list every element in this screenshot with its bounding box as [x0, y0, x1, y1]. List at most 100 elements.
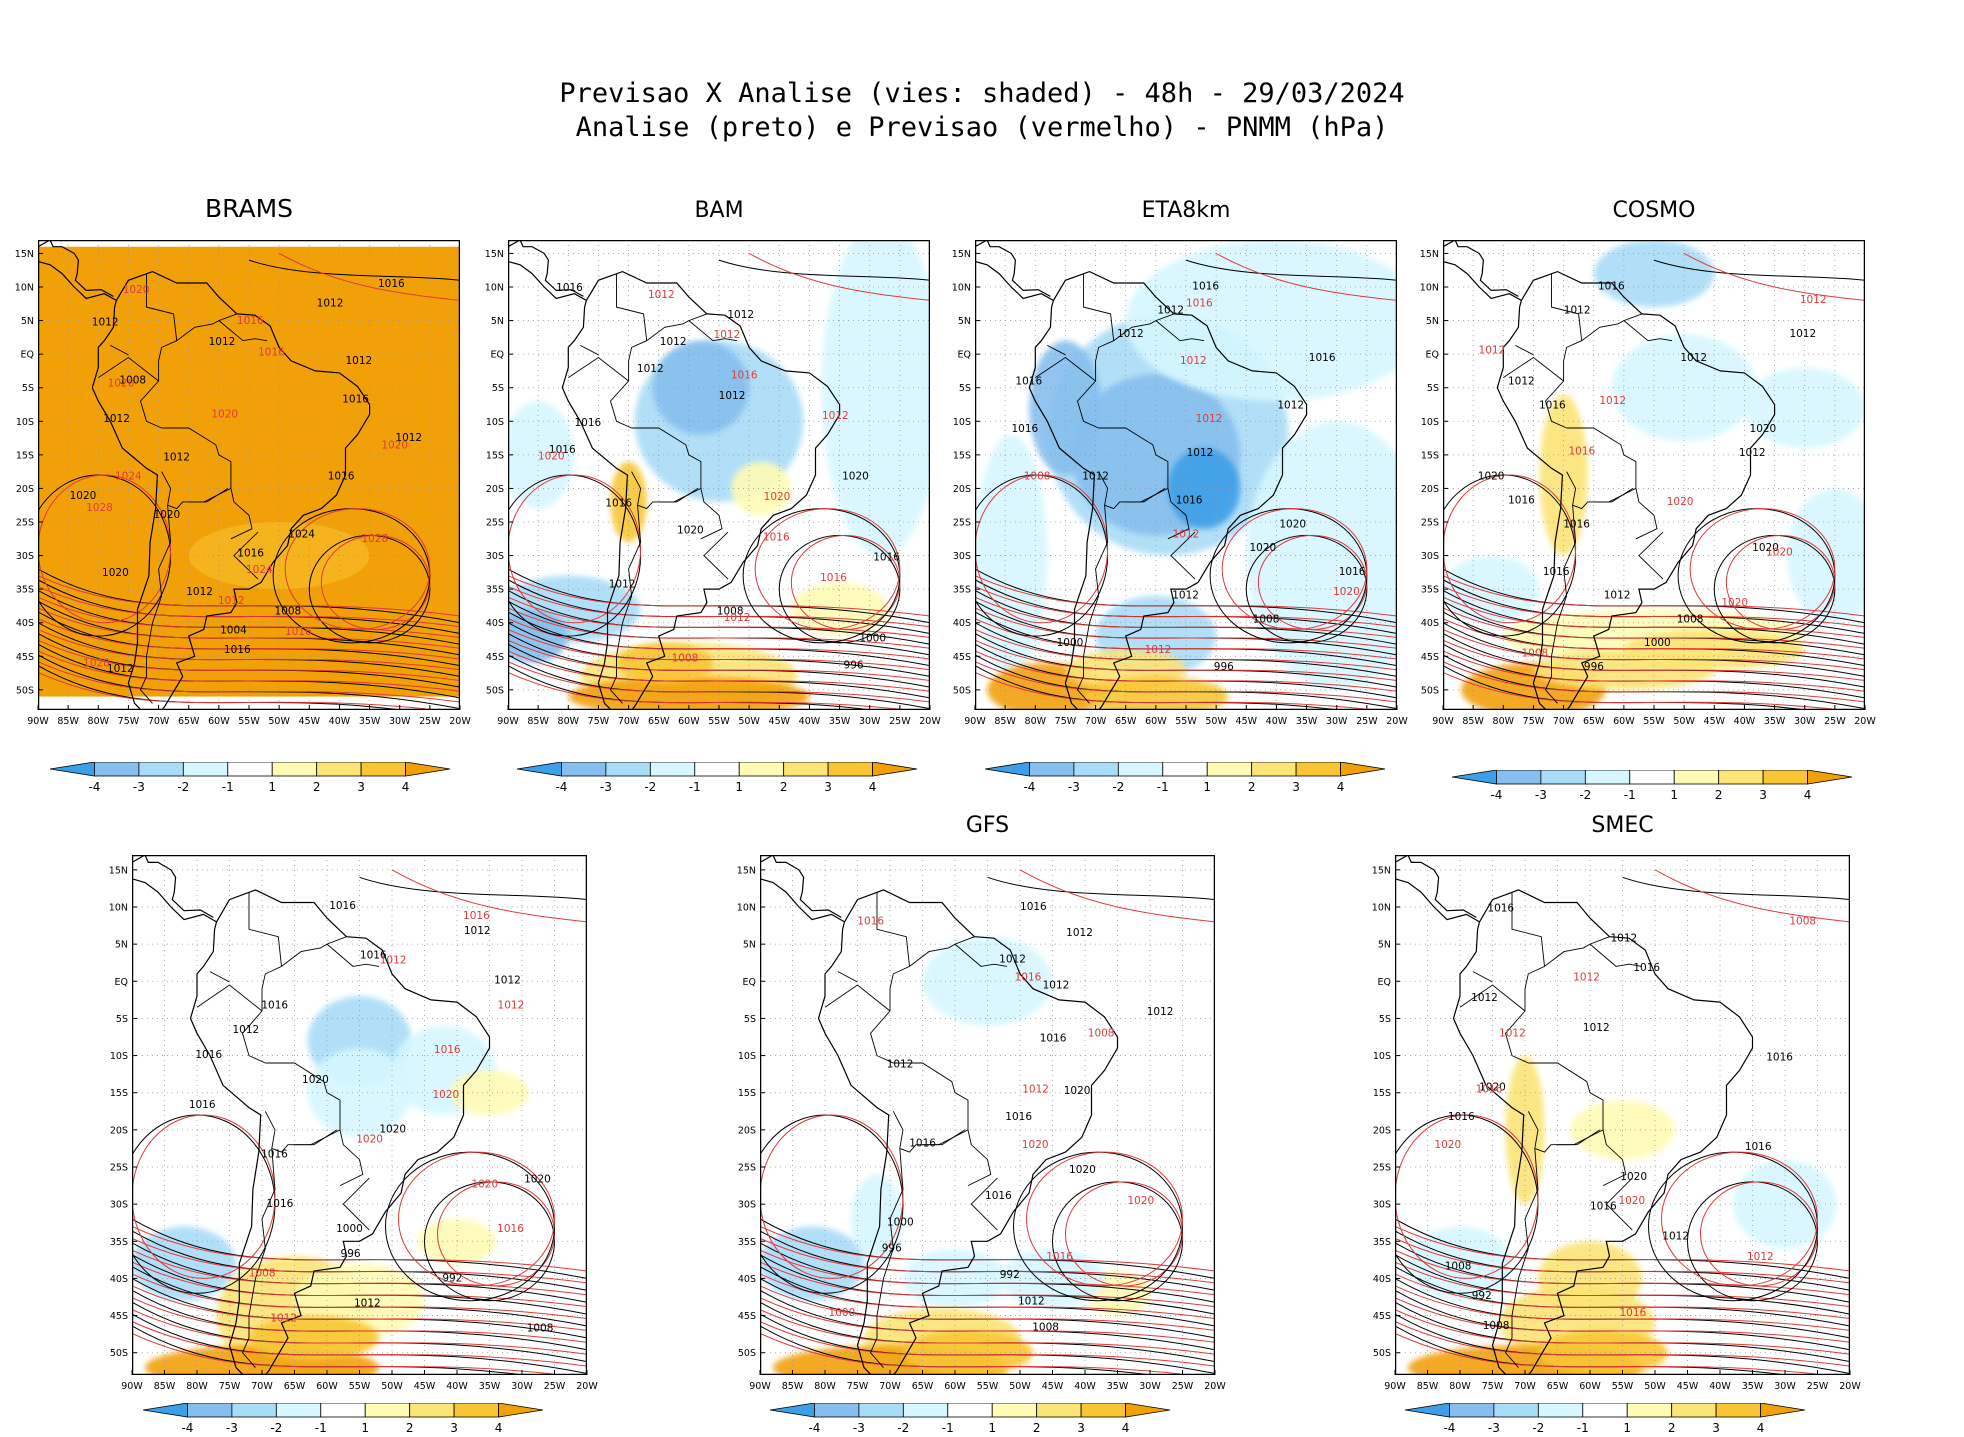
lon-tick-label: 25W	[889, 716, 911, 727]
panel-unnamed: 1016 1012 1016 1012 1016 1012 1016 1020 1016 1020…	[109, 855, 598, 1392]
isobar-forecast	[38, 474, 172, 624]
colorbar-segment	[902, 1403, 949, 1418]
country-border	[1544, 505, 1577, 704]
colorbar-tick-label: 4	[1757, 1421, 1765, 1435]
country-border	[326, 943, 380, 967]
isobar-label: 1016	[763, 531, 790, 543]
lat-tick-label: 15S	[1421, 450, 1439, 461]
isobar-label: 1020	[524, 1173, 551, 1185]
colorbar-tick-label: 3	[1292, 780, 1300, 794]
isobar-forecast	[132, 1321, 587, 1367]
lon-tick-label: 20W	[1839, 1381, 1861, 1392]
lon-tick-label: 50W	[268, 716, 290, 727]
isobar-label: 1020	[123, 284, 150, 296]
lat-tick-label: 5S	[116, 1014, 128, 1025]
lat-tick-label: 10N	[952, 283, 971, 294]
isobar-forecast	[1395, 1237, 1850, 1284]
isobar-forecast	[38, 596, 460, 638]
isobar-label: 1012	[648, 289, 675, 301]
isobar-forecast	[132, 1332, 567, 1375]
isobar-label: 1008	[527, 1322, 554, 1334]
lon-tick-label: 40W	[1266, 716, 1288, 727]
isobar-forecast	[975, 650, 1397, 692]
lat-tick-label: 15N	[1372, 865, 1391, 876]
country-borders	[1035, 273, 1205, 704]
south-america-outline	[817, 889, 1119, 1375]
isobar-label: 1008	[1445, 1260, 1472, 1272]
isobar-label: 1016	[1633, 962, 1660, 974]
isobar-label: 1012	[1604, 590, 1631, 602]
isobar-label: 1012	[1747, 1251, 1774, 1263]
isobar-forecast	[132, 1309, 587, 1355]
lon-tick-label: 55W	[708, 716, 730, 727]
isobar-label: 1020	[381, 440, 408, 452]
isobar-forecast	[1443, 628, 1865, 671]
isobar-forecast	[760, 1321, 1215, 1367]
colorbar-tick-label: 2	[406, 1421, 414, 1435]
bias-field-positive	[38, 246, 460, 697]
lat-tick-label: 15N	[1420, 249, 1439, 260]
isobar-label: 1012	[1147, 1006, 1174, 1018]
colorbar-segment	[827, 762, 873, 777]
lon-tick-label: 80W	[558, 716, 580, 727]
country-border	[1605, 1177, 1633, 1231]
lon-tick-label: 90W	[27, 716, 49, 727]
isobars	[1395, 869, 1850, 1375]
colorbar-tick-label: -4	[181, 1421, 193, 1435]
lon-tick-label: 65W	[1115, 716, 1137, 727]
isobar-labels: 1016101210161012101610121016102010161020…	[189, 900, 554, 1334]
lat-tick-label: 30S	[110, 1200, 128, 1211]
isobar-label: 1016	[1186, 297, 1213, 309]
isobar-forecast	[398, 1151, 555, 1287]
lon-tick-label: 20W	[1204, 1381, 1226, 1392]
isobar-forecast	[132, 1114, 276, 1279]
colorbar-tick-label: -1	[1624, 788, 1636, 802]
country-borders	[824, 892, 1008, 1368]
isobar-label: 1016	[1766, 1052, 1793, 1064]
lon-tick-label: 45W	[769, 716, 791, 727]
isobar-label: 1016	[261, 1148, 288, 1160]
colorbar-tick-label: 3	[1712, 1421, 1720, 1435]
isobar-forecast	[38, 650, 460, 692]
isobar-label: 1012	[822, 410, 849, 422]
isobar-label: 1020	[677, 525, 704, 537]
isobar-label: 992	[1472, 1290, 1492, 1302]
lon-tick-label: 45W	[1236, 716, 1258, 727]
colorbar-segment	[1582, 1403, 1628, 1418]
isobar-label: 1012	[1662, 1230, 1689, 1242]
colorbar: -4 -3 -2 -1 1 2 3 4	[1452, 770, 1853, 802]
colorbar: -4 -3 -2 -1 1 2 3 4	[770, 1403, 1171, 1435]
lon-tick-label: 85W	[1462, 716, 1484, 727]
country-border	[700, 488, 723, 540]
colorbar-segment	[1125, 1403, 1171, 1418]
isobar-label: 1020	[1064, 1085, 1091, 1097]
map-plot: 1016101210121012101210161020101210201016…	[1443, 240, 1865, 710]
isobar-label: 1012	[186, 586, 213, 598]
bias-blob	[508, 401, 575, 509]
lon-tick-label: 85W	[57, 716, 79, 727]
lat-tick-label: 45S	[486, 652, 504, 663]
colorbar-tick-label: -3	[1488, 1421, 1500, 1435]
isobar-label: 1008	[1032, 1322, 1059, 1334]
country-border	[688, 320, 738, 342]
isobar-label: 1020	[211, 409, 238, 421]
colorbar-tick-label: 1	[361, 1421, 369, 1435]
bias-blob	[1611, 334, 1757, 442]
lat-tick-label: 15S	[110, 1088, 128, 1099]
isobar-label: 1016	[1487, 903, 1514, 915]
lat-tick-label: 40S	[110, 1274, 128, 1285]
lat-tick-label: 25S	[1373, 1163, 1391, 1174]
colorbar-tick-label: -1	[689, 780, 701, 794]
isobar-analysis	[248, 259, 460, 281]
panel-title: BAM	[694, 198, 744, 223]
isobar-forecast	[508, 586, 930, 628]
isobar-label: 1016	[378, 278, 405, 290]
isobar-label: 1020	[70, 490, 97, 502]
country-border	[568, 356, 629, 382]
isobar-label: 1016	[1192, 280, 1219, 292]
isobar-label: 1008	[1677, 613, 1704, 625]
colorbar-tick-label: -1	[942, 1421, 954, 1435]
country-border	[209, 971, 230, 983]
lon-tick-label: 65W	[1547, 1381, 1569, 1392]
country-border	[1155, 320, 1205, 342]
